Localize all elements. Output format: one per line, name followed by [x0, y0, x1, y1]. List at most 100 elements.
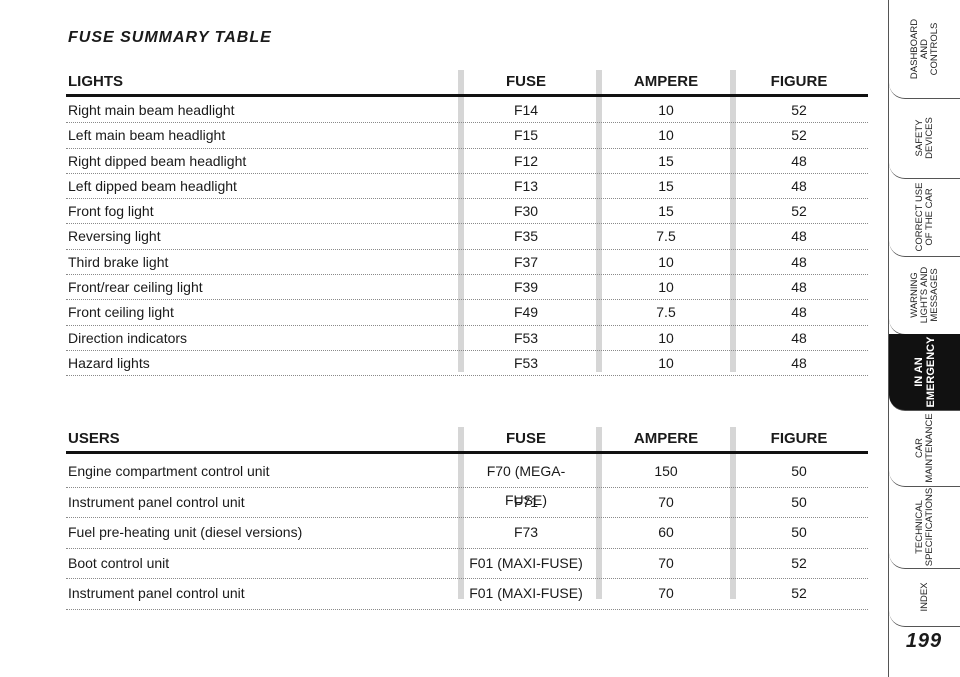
row-figure: 52 [791, 102, 807, 118]
users-rows: Engine compartment control unit F70 (MEGA… [66, 454, 868, 610]
table-row: Instrument panel control unit F71 70 50 [66, 488, 868, 518]
row-fuse: F39 [513, 279, 539, 296]
lights-rows: Right main beam headlight F14 10 52 Left mai… [66, 97, 868, 377]
row-item: Engine compartment control unit [68, 463, 270, 479]
lights-table: LIGHTS FUSE AMPERE FIGURE Right main bea… [66, 70, 868, 377]
tab-label: INDEX [919, 582, 930, 612]
row-ampere: 150 [654, 463, 678, 479]
row-fuse: F37 [513, 253, 539, 270]
row-ampere: 15 [658, 177, 674, 194]
tab-label: CAR MAINTENANCE [914, 413, 935, 483]
row-ampere: 60 [658, 524, 674, 540]
section-sidebar: DASHBOARD AND CONTROLS SAFETY DEVICES CORR… [888, 0, 960, 677]
row-ampere: 10 [658, 279, 674, 296]
row-figure: 48 [791, 253, 807, 270]
tab-label: WARNING LIGHTS AND MESSAGES [909, 266, 940, 324]
row-figure: 52 [791, 127, 807, 144]
users-table: USERS FUSE AMPERE FIGURE Engine compartm… [66, 427, 868, 610]
page-number: 199 [905, 630, 943, 652]
row-item: Instrument panel control unit [68, 493, 245, 510]
tab-label: DASHBOARD AND CONTROLS [909, 18, 940, 80]
row-item: Front/rear ceiling light [68, 279, 203, 296]
row-fuse: F01 (MAXI-FUSE) [469, 585, 583, 601]
tab-safety-devices[interactable]: SAFETY DEVICES [889, 98, 960, 179]
row-item: Fuel pre-heating unit (diesel versions) [68, 524, 303, 540]
row-figure: 52 [791, 554, 807, 571]
column-divider [458, 70, 464, 372]
row-item: Left main beam headlight [68, 127, 226, 144]
row-ampere: 10 [658, 102, 674, 118]
header-users: USERS [68, 430, 120, 447]
row-item: Instrument panel control unit [68, 585, 245, 601]
row-ampere: 7.5 [656, 228, 676, 245]
row-ampere: 10 [658, 127, 674, 144]
row-ampere: 15 [658, 152, 674, 169]
column-divider [730, 70, 736, 372]
tab-technical-specifications[interactable]: TECHNICAL SPECIFICATIONS [889, 486, 960, 569]
header-lights: LIGHTS [68, 73, 123, 90]
row-figure: 48 [791, 177, 807, 194]
row-fuse: F70 (MEGA-FUSE) [486, 463, 566, 508]
table-row: Third brake light F37 10 48 [66, 250, 868, 276]
row-fuse: F53 [513, 354, 539, 371]
row-figure: 48 [791, 279, 807, 296]
row-fuse: F14 [513, 102, 539, 118]
row-fuse: F35 [513, 228, 539, 245]
row-ampere: 7.5 [656, 304, 676, 321]
table-header: USERS FUSE AMPERE FIGURE [66, 427, 868, 454]
header-figure: FIGURE [770, 430, 828, 447]
header-fuse: FUSE [505, 430, 546, 447]
column-divider [596, 70, 602, 372]
row-figure: 48 [791, 152, 807, 169]
row-figure: 48 [791, 228, 807, 245]
row-ampere: 70 [658, 585, 674, 601]
table-row: Direction indicators F53 10 48 [66, 326, 868, 351]
tab-in-an-emergency[interactable]: IN AN EMERGENCY [889, 334, 960, 411]
table-row: Boot control unit F01 (MAXI-FUSE) 70 52 [66, 549, 868, 579]
table-row: Right main beam headlight F14 10 52 [66, 98, 868, 124]
table-row: Front fog light F30 15 52 [66, 199, 868, 225]
tab-label: SAFETY DEVICES [914, 117, 935, 159]
row-ampere: 15 [658, 203, 674, 220]
row-figure: 48 [791, 304, 807, 321]
row-item: Right main beam headlight [68, 102, 235, 118]
row-fuse: F53 [513, 329, 539, 346]
row-figure: 50 [791, 493, 807, 510]
table-row: Hazard lights F53 10 48 [66, 351, 868, 377]
row-item: Hazard lights [68, 354, 150, 371]
column-divider [730, 427, 736, 599]
row-fuse: F01 (MAXI-FUSE) [469, 554, 583, 571]
row-fuse: F49 [513, 304, 539, 321]
row-fuse: F71 [513, 493, 539, 510]
row-item: Front ceiling light [68, 304, 174, 321]
row-fuse: F13 [513, 177, 539, 194]
table-row: Front ceiling light F49 7.5 48 [66, 300, 868, 326]
tab-correct-use-of-the-car[interactable]: CORRECT USE OF THE CAR [889, 178, 960, 257]
table-row: Left main beam headlight F15 10 52 [66, 123, 868, 149]
row-fuse: F73 [513, 524, 539, 540]
row-item: Third brake light [68, 253, 169, 270]
column-divider [458, 427, 464, 599]
header-ampere: AMPERE [633, 73, 699, 90]
tab-label: CORRECT USE OF THE CAR [914, 182, 935, 252]
row-figure: 48 [791, 329, 807, 346]
row-item: Front fog light [68, 203, 154, 220]
row-ampere: 70 [658, 493, 674, 510]
tab-index[interactable]: INDEX [889, 568, 960, 627]
header-fuse: FUSE [505, 73, 546, 90]
tab-dashboard-and-controls[interactable]: DASHBOARD AND CONTROLS [889, 0, 960, 99]
table-row: Right dipped beam headlight F12 15 48 [66, 149, 868, 174]
tab-warning-lights-and-messages[interactable]: WARNING LIGHTS AND MESSAGES [889, 256, 960, 335]
table-row: Reversing light F35 7.5 48 [66, 224, 868, 250]
tab-car-maintenance[interactable]: CAR MAINTENANCE [889, 410, 960, 487]
row-fuse: F30 [513, 203, 539, 220]
tab-label: TECHNICAL SPECIFICATIONS [914, 487, 935, 567]
row-fuse: F12 [513, 152, 539, 169]
table-row: Engine compartment control unit F70 (MEGA… [66, 457, 868, 508]
row-figure: 50 [791, 463, 807, 479]
row-item: Right dipped beam headlight [68, 152, 247, 169]
table-header: LIGHTS FUSE AMPERE FIGURE [66, 70, 868, 97]
row-figure: 52 [791, 585, 807, 601]
table-row: Instrument panel control unit F01 (MAXI-F… [66, 579, 868, 610]
row-ampere: 70 [658, 554, 674, 571]
